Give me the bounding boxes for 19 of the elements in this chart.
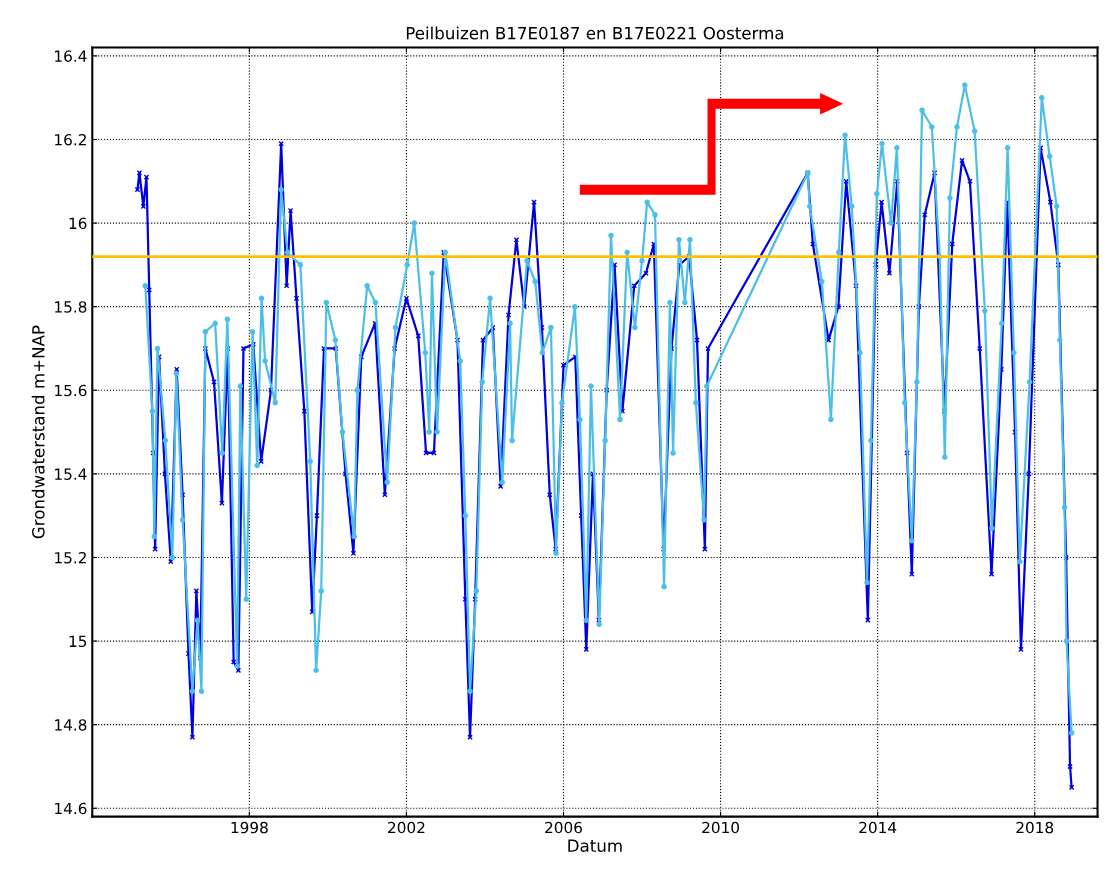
y-tick-label: 15 [69,635,87,648]
y-axis-title: Grondwaterstand m+NAP [31,325,45,539]
y-tick-label: 14.8 [55,719,87,731]
y-tick-label: 15.8 [55,301,87,313]
y-tick-label: 14.6 [55,802,87,815]
chart-title: Peilbuizen B17E0187 en B17E0221 Oosterma [406,26,784,40]
y-tick-label: 15.4 [55,468,87,480]
y-tick-label: 16.4 [55,50,87,62]
x-tick-label: 2010 [702,821,739,834]
x-tick-label: 2018 [1016,821,1054,834]
x-tick-label: 2002 [388,821,425,834]
x-tick-label: 2006 [545,821,582,834]
x-tick-label: 1998 [231,821,268,834]
y-tick-label: 15.6 [55,384,87,397]
y-tick-label: 16.2 [55,133,86,146]
x-tick-label: 2014 [859,821,897,834]
y-tick-label: 16 [69,217,87,230]
y-tick-label: 15.2 [55,551,86,564]
x-axis-title: Datum [568,839,622,852]
